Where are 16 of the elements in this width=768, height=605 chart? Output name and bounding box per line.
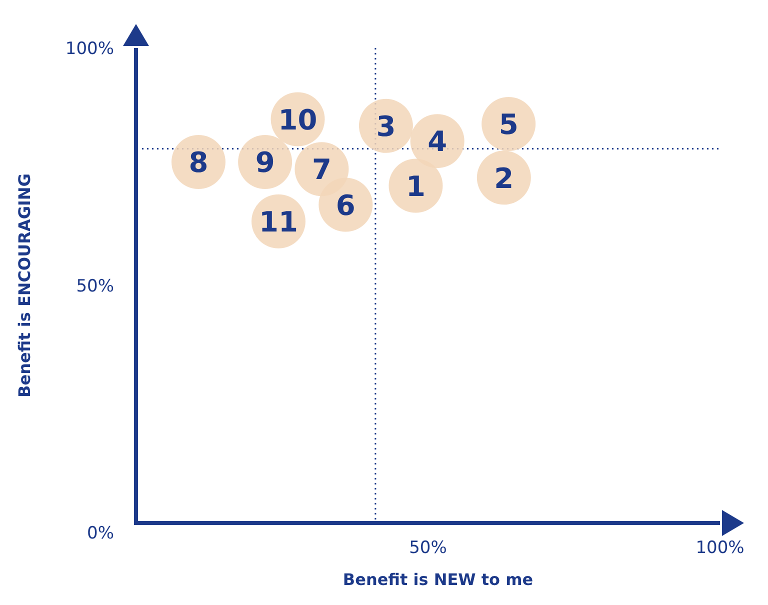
annotation: 5	[498, 108, 518, 142]
annotation: 1	[406, 170, 426, 203]
annotation: 9	[255, 146, 275, 180]
annotation: 10	[278, 103, 318, 136]
y-axis-title: Benefit is ENCOURAGING	[15, 174, 34, 398]
y-tick-label: 100%	[65, 38, 114, 59]
annotation: 8	[188, 146, 208, 180]
x-axis-title: Benefit is NEW to me	[342, 570, 534, 589]
annotation: 7	[312, 153, 332, 186]
annotation: 4	[428, 125, 448, 158]
y-tick-label: 50%	[76, 276, 114, 296]
annotation: 3	[376, 110, 396, 143]
annotation: 2	[494, 162, 514, 195]
annotation: 11	[259, 205, 298, 238]
annotation: 6	[336, 188, 356, 222]
y-tick-label: 0%	[87, 523, 114, 544]
